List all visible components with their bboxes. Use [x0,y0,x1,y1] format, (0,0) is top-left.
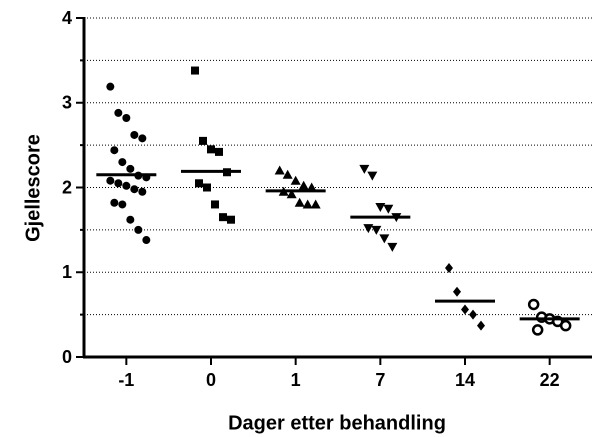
point [469,309,477,320]
point [387,242,398,252]
point [367,171,378,181]
point [142,236,151,245]
point [211,200,219,209]
point [527,298,540,311]
x-tick-label: -1 [118,370,134,390]
point [106,82,115,91]
point [110,198,119,207]
point [118,200,127,209]
point [138,187,147,196]
point [114,179,123,188]
point [306,182,317,192]
point [195,179,203,188]
point [375,202,386,212]
point [207,145,215,154]
y-axis-label: Gjellescore [22,134,44,242]
x-tick-label: 7 [375,370,385,390]
point [215,147,223,156]
point [126,164,135,173]
point [383,204,394,214]
point [138,134,147,143]
point [122,181,131,190]
point [134,225,143,234]
point [122,114,131,123]
x-tick-label: 22 [540,370,560,390]
point [274,165,285,175]
x-tick-label: 1 [291,370,301,390]
y-tick-label: 3 [62,93,72,113]
point [363,224,374,234]
point [282,169,293,179]
x-tick-label: 14 [455,370,475,390]
point [371,225,382,235]
point [114,108,123,117]
point [359,164,370,174]
point [219,213,227,222]
point [199,136,207,145]
point [286,189,297,199]
y-tick-label: 0 [62,347,72,367]
point [445,263,453,274]
point [130,185,139,194]
point [126,215,135,224]
point [203,183,211,192]
point [461,304,469,315]
point [106,176,115,185]
x-tick-label: 0 [206,370,216,390]
point [191,66,199,75]
point [559,319,572,332]
point [130,130,139,139]
y-tick-label: 4 [62,8,72,28]
point [453,286,461,297]
point [110,146,119,155]
point [294,197,305,207]
x-axis-label: Dager etter behandling [228,412,446,434]
point [379,234,390,244]
point [302,199,313,209]
point [477,320,485,331]
point [531,324,544,336]
point [227,215,235,224]
point [290,175,301,185]
point [298,180,309,190]
point [118,158,127,167]
point [310,199,321,209]
y-tick-label: 1 [62,262,72,282]
y-tick-label: 2 [62,177,72,197]
